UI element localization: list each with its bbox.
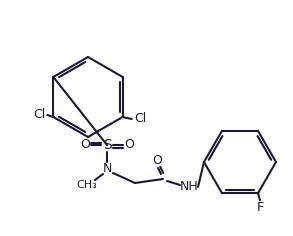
Text: Cl: Cl [134, 113, 147, 126]
Text: O: O [80, 139, 90, 152]
Text: S: S [103, 138, 111, 152]
Text: NH: NH [180, 181, 198, 194]
Text: O: O [152, 155, 162, 168]
Text: F: F [256, 201, 264, 214]
Text: O: O [124, 139, 134, 152]
Text: N: N [102, 163, 112, 176]
Text: Cl: Cl [33, 109, 45, 122]
Text: CH₃: CH₃ [77, 180, 97, 190]
